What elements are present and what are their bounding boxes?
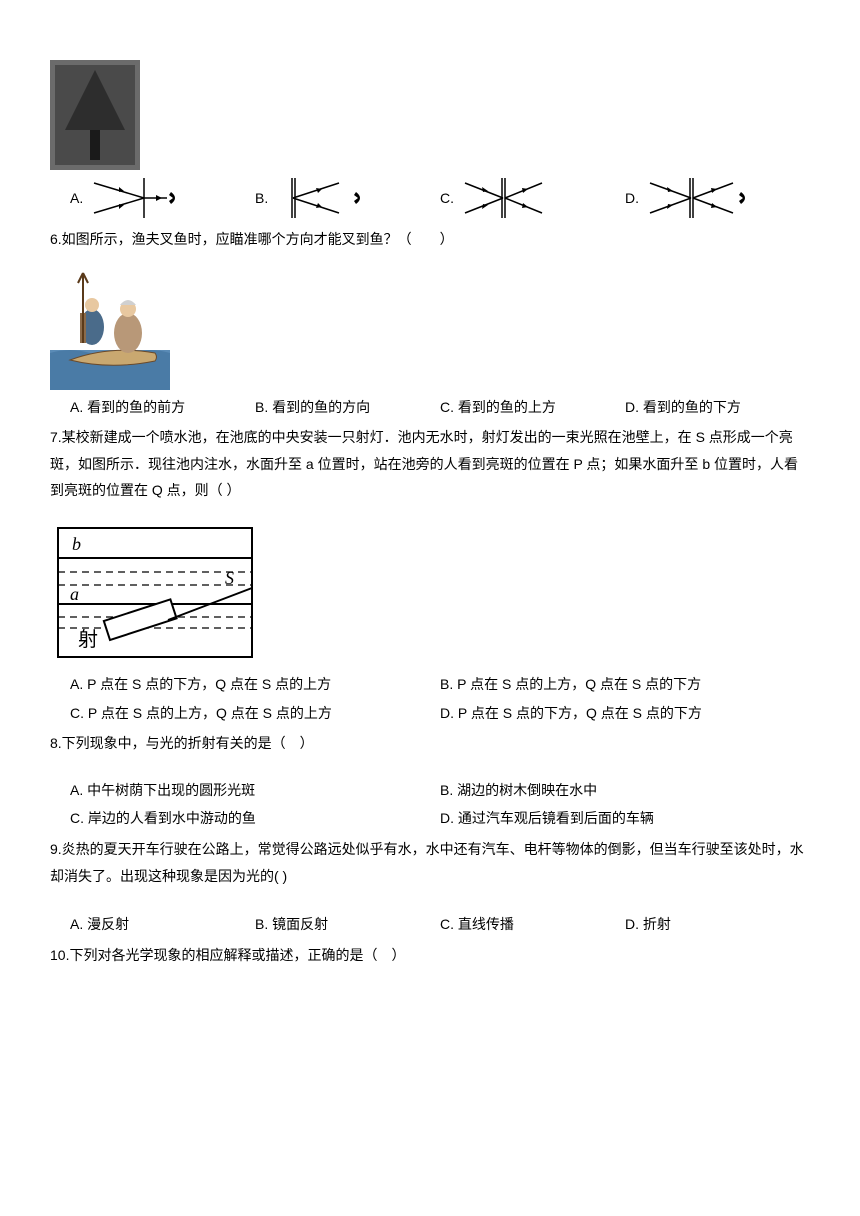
option-label: D. [625, 185, 639, 212]
q5-option-d: D. [625, 178, 810, 218]
ray-diagram-c [460, 178, 555, 218]
ray-diagram-a [89, 178, 184, 218]
q9-options: A. 漫反射 B. 镜面反射 C. 直线传播 D. 折射 [70, 911, 810, 938]
q5-option-c: C. [440, 178, 625, 218]
q7-option-c: C. P 点在 S 点的上方，Q 点在 S 点的上方 [70, 700, 440, 727]
q8-options-row1: A. 中午树荫下出现的圆形光斑 B. 湖边的树木倒映在水中 [70, 777, 810, 804]
option-label: B. [255, 185, 268, 212]
q8-option-d: D. 通过汽车观后镜看到后面的车辆 [440, 805, 810, 832]
ray-diagram-d [645, 178, 750, 218]
q7-diagram: b S a 射 [50, 520, 810, 665]
q8-text: 8.下列现象中，与光的折射有关的是（ ） [50, 730, 810, 757]
q5-options: A. B. C. [70, 178, 810, 218]
q7-text: 7.某校新建成一个喷水池，在池底的中央安装一只射灯．池内无水时，射灯发出的一束光… [50, 424, 810, 504]
q6-text: 6.如图所示，渔夫叉鱼时，应瞄准哪个方向才能叉到鱼？（ ） [50, 226, 810, 253]
svg-text:b: b [72, 534, 81, 554]
q8-options-row2: C. 岸边的人看到水中游动的鱼 D. 通过汽车观后镜看到后面的车辆 [70, 805, 810, 832]
svg-text:射: 射 [78, 628, 98, 651]
option-label: A. [70, 185, 83, 212]
q10-text: 10.下列对各光学现象的相应解释或描述，正确的是（ ） [50, 942, 810, 969]
option-label: C. [440, 185, 454, 212]
q7-option-a: A. P 点在 S 点的下方，Q 点在 S 点的上方 [70, 671, 440, 698]
q6-option-d: D. 看到的鱼的下方 [625, 394, 810, 421]
q7-option-d: D. P 点在 S 点的下方，Q 点在 S 点的下方 [440, 700, 810, 727]
q7-options-row1: A. P 点在 S 点的下方，Q 点在 S 点的上方 B. P 点在 S 点的上… [70, 671, 810, 698]
q9-text: 9.炎热的夏天开车行驶在公路上，常觉得公路远处似乎有水，水中还有汽车、电杆等物体… [50, 836, 810, 889]
q9-option-a: A. 漫反射 [70, 911, 255, 938]
svg-text:a: a [70, 584, 79, 604]
ray-diagram-b [274, 178, 369, 218]
q8-option-b: B. 湖边的树木倒映在水中 [440, 777, 810, 804]
svg-text:S: S [225, 568, 234, 588]
q9-option-c: C. 直线传播 [440, 911, 625, 938]
q5-option-b: B. [255, 178, 440, 218]
q6-image [50, 265, 810, 390]
q5-option-a: A. [70, 178, 255, 218]
q6-option-b: B. 看到的鱼的方向 [255, 394, 440, 421]
q5-photo [50, 60, 810, 170]
q7-option-b: B. P 点在 S 点的上方，Q 点在 S 点的下方 [440, 671, 810, 698]
q9-option-b: B. 镜面反射 [255, 911, 440, 938]
q7-options-row2: C. P 点在 S 点的上方，Q 点在 S 点的上方 D. P 点在 S 点的下… [70, 700, 810, 727]
q8-option-a: A. 中午树荫下出现的圆形光斑 [70, 777, 440, 804]
q9-option-d: D. 折射 [625, 911, 810, 938]
q8-option-c: C. 岸边的人看到水中游动的鱼 [70, 805, 440, 832]
q6-option-c: C. 看到的鱼的上方 [440, 394, 625, 421]
q6-option-a: A. 看到的鱼的前方 [70, 394, 255, 421]
q6-options: A. 看到的鱼的前方 B. 看到的鱼的方向 C. 看到的鱼的上方 D. 看到的鱼… [70, 394, 810, 421]
